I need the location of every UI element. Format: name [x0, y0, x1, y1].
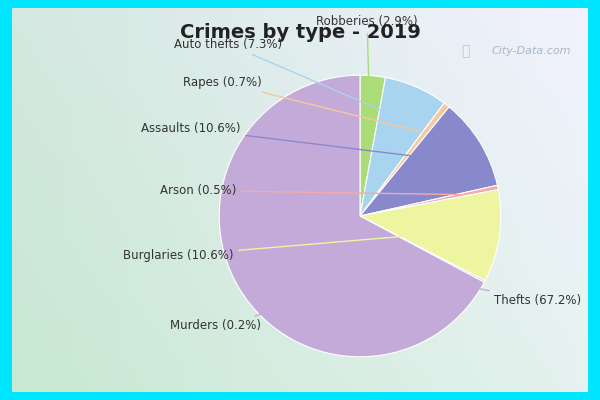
Text: Rapes (0.7%): Rapes (0.7%) — [182, 76, 422, 132]
Text: ⓘ: ⓘ — [461, 44, 470, 58]
Text: Arson (0.5%): Arson (0.5%) — [160, 184, 461, 197]
Wedge shape — [360, 78, 444, 216]
Wedge shape — [360, 190, 501, 281]
Text: Crimes by type - 2019: Crimes by type - 2019 — [179, 23, 421, 42]
Text: Murders (0.2%): Murders (0.2%) — [170, 266, 451, 332]
Wedge shape — [360, 216, 485, 282]
Wedge shape — [219, 75, 484, 357]
Text: Assaults (10.6%): Assaults (10.6%) — [141, 122, 447, 160]
Wedge shape — [360, 107, 497, 216]
Text: Robberies (2.9%): Robberies (2.9%) — [316, 15, 418, 108]
Text: City-Data.com: City-Data.com — [491, 46, 571, 56]
Text: Burglaries (10.6%): Burglaries (10.6%) — [123, 232, 462, 262]
Wedge shape — [360, 185, 499, 216]
Wedge shape — [360, 103, 449, 216]
Text: Thefts (67.2%): Thefts (67.2%) — [302, 253, 581, 307]
Wedge shape — [360, 75, 386, 216]
Text: Auto thefts (7.3%): Auto thefts (7.3%) — [175, 38, 400, 118]
FancyBboxPatch shape — [12, 8, 588, 392]
